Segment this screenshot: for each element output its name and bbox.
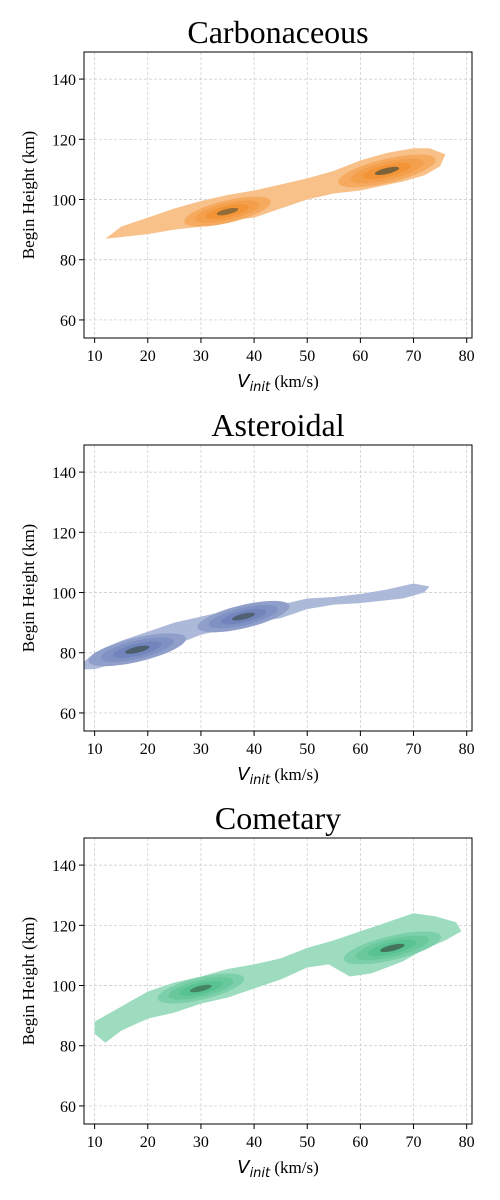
density-peak-1-level-3 — [374, 166, 400, 176]
x-tick-label: 20 — [140, 741, 156, 758]
y-axis-label: Begin Height (km) — [19, 131, 38, 259]
y-tick-label: 100 — [52, 586, 76, 603]
x-tick-label: 60 — [352, 741, 368, 758]
x-tick-label: 80 — [459, 348, 475, 365]
y-tick-label: 120 — [52, 918, 76, 935]
x-tick-label: 10 — [87, 348, 103, 365]
x-axis-label: Vinit (km/s) — [237, 371, 319, 395]
y-axis-label: Begin Height (km) — [19, 917, 38, 1045]
panel-asteroidal: 10 20 30 40 50 60 70 80 60 80 100 120 140 Asteroidal V… — [19, 407, 475, 788]
x-tick-label: 10 — [87, 741, 103, 758]
x-tick-label: 70 — [406, 348, 422, 365]
y-tick-label: 140 — [52, 72, 76, 89]
x-tick-label: 70 — [406, 1134, 422, 1151]
y-tick-label: 60 — [60, 706, 76, 723]
x-tick-label: 20 — [140, 1134, 156, 1151]
y-tick-label: 80 — [60, 646, 76, 663]
density-contours — [94, 913, 462, 1043]
y-tick-label: 100 — [52, 193, 76, 210]
density-band-outer — [94, 913, 462, 1043]
panel-cometary: 10 20 30 40 50 60 70 80 60 80 100 120 140 Cometary Vin… — [19, 800, 475, 1181]
x-axis-label: Vinit (km/s) — [237, 1157, 319, 1181]
x-tick-label: 30 — [193, 741, 209, 758]
x-tick-label: 60 — [352, 348, 368, 365]
y-tick-label: 100 — [52, 979, 76, 996]
x-tick-label: 40 — [246, 1134, 262, 1151]
y-axis-label: Begin Height (km) — [19, 524, 38, 652]
panel-carbonaceous: 10 20 30 40 50 60 70 80 60 80 100 120 140 Carbonaceou… — [19, 14, 475, 395]
x-tick-label: 10 — [87, 1134, 103, 1151]
x-tick-label: 40 — [246, 348, 262, 365]
y-tick-label: 120 — [52, 525, 76, 542]
x-tick-label: 40 — [246, 741, 262, 758]
x-tick-label: 50 — [299, 741, 315, 758]
y-tick-label: 80 — [60, 1039, 76, 1056]
x-tick-label: 60 — [352, 1134, 368, 1151]
density-peak-0-level-3 — [216, 207, 239, 216]
chart-title: Carbonaceous — [187, 14, 368, 50]
x-tick-label: 30 — [193, 1134, 209, 1151]
density-contours — [105, 148, 446, 239]
density-peak-1-level-3 — [380, 943, 405, 953]
y-tick-label: 80 — [60, 253, 76, 270]
y-tick-label: 60 — [60, 1099, 76, 1116]
chart-title: Cometary — [215, 800, 341, 836]
x-tick-label: 80 — [459, 1134, 475, 1151]
axes-frame — [83, 837, 473, 1125]
x-tick-label: 70 — [406, 741, 422, 758]
y-tick-label: 60 — [60, 313, 76, 330]
x-tick-label: 50 — [299, 348, 315, 365]
x-axis-label: Vinit (km/s) — [237, 764, 319, 788]
y-tick-label: 140 — [52, 465, 76, 482]
density-peak-1-level-3 — [232, 612, 255, 621]
x-tick-label: 30 — [193, 348, 209, 365]
axes-frame — [83, 444, 473, 732]
y-tick-label: 120 — [52, 132, 76, 149]
density-peak-0-level-3 — [190, 984, 212, 993]
y-tick-label: 140 — [52, 858, 76, 875]
density-contours — [84, 583, 430, 670]
chart-title: Asteroidal — [211, 407, 344, 443]
x-tick-label: 50 — [299, 1134, 315, 1151]
x-tick-label: 80 — [459, 741, 475, 758]
x-tick-label: 20 — [140, 348, 156, 365]
axes-frame — [83, 51, 473, 339]
density-peak-0-level-3 — [125, 645, 150, 654]
